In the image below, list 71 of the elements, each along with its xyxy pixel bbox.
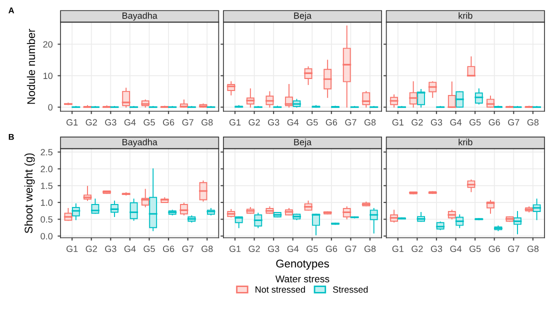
x-tick-label: G7 — [508, 246, 520, 252]
x-tick-label: G1 — [229, 246, 241, 252]
x-tick-label: G2 — [412, 246, 423, 252]
x-tick-label: G8 — [202, 119, 213, 126]
x-tick-label: G7 — [182, 119, 194, 126]
x-tick-label: G4 — [287, 246, 299, 252]
x-axis-title: Genotypes — [276, 260, 329, 270]
legend-label: Stressed — [333, 286, 368, 293]
x-tick-label: G6 — [488, 246, 500, 252]
legend-title: Water stress — [275, 276, 330, 282]
x-tick-label: G4 — [124, 119, 136, 126]
x-tick-label: G2 — [86, 246, 97, 252]
x-tick-label: G6 — [326, 119, 338, 126]
x-tick-label: G4 — [287, 119, 299, 126]
x-tick-label: G4 — [450, 119, 462, 126]
x-tick-label: G8 — [527, 246, 539, 252]
x-tick-label: G8 — [527, 119, 539, 126]
x-tick-label: G5 — [469, 246, 481, 252]
y-tick-label: 1.5 — [41, 182, 52, 190]
y-tick-label: 2.5 — [40, 149, 52, 156]
y-tick-label: 20 — [43, 41, 53, 48]
x-tick-label: G5 — [306, 119, 318, 126]
x-tick-label: G3 — [105, 119, 116, 126]
x-tick-label: G3 — [430, 119, 442, 126]
x-tick-label: G7 — [508, 119, 520, 126]
x-tick-label: G1 — [66, 246, 78, 252]
chart-title: krib — [458, 138, 472, 146]
x-tick-label: G2 — [248, 246, 260, 252]
x-tick-label: G1 — [229, 119, 241, 126]
y-axis-title: Shoot weight (g) — [24, 153, 35, 234]
x-tick-label: G7 — [345, 246, 356, 252]
x-tick-label: G1 — [66, 119, 78, 126]
chart-title: Bayadha — [122, 12, 158, 21]
x-tick-label: G2 — [412, 119, 423, 126]
x-tick-label: G8 — [202, 246, 213, 252]
x-tick-label: G5 — [306, 246, 318, 252]
x-tick-label: G6 — [326, 246, 338, 252]
x-tick-label: G2 — [86, 119, 97, 126]
x-tick-label: G6 — [162, 246, 174, 252]
x-tick-label: G6 — [162, 119, 174, 126]
x-tick-label: G4 — [124, 246, 136, 252]
chart-title: Beja — [294, 12, 312, 21]
y-tick-label: 0.0 — [40, 233, 53, 240]
x-tick-label: G5 — [144, 246, 155, 252]
y-tick-label: 0 — [48, 104, 53, 111]
x-tick-label: G6 — [488, 119, 500, 126]
y-tick-label: 1.0 — [41, 199, 53, 206]
chart-title: Bayadha — [122, 138, 158, 148]
x-tick-label: G8 — [364, 246, 376, 252]
y-tick-label: 0.5 — [40, 216, 52, 223]
x-tick-label: G3 — [105, 246, 116, 252]
x-tick-label: G8 — [364, 119, 376, 126]
x-tick-label: G7 — [182, 246, 194, 252]
y-tick-label: 10 — [44, 72, 53, 80]
text: B — [8, 134, 14, 140]
x-tick-label: G5 — [469, 119, 481, 126]
x-tick-label: G2 — [248, 119, 260, 126]
x-tick-label: G5 — [144, 119, 155, 126]
x-tick-label: G1 — [392, 246, 404, 252]
x-tick-label: G7 — [345, 119, 356, 126]
legend-label: Not stressed — [256, 286, 305, 293]
y-tick-label: 2.0 — [40, 166, 53, 172]
x-tick-label: G3 — [268, 246, 280, 252]
x-tick-label: G3 — [268, 119, 280, 126]
y-axis-title: Nodule number — [26, 28, 36, 104]
x-tick-label: G1 — [392, 119, 404, 126]
chart-title: Beja — [294, 138, 312, 148]
text: A — [8, 8, 14, 14]
chart-title: krib — [458, 12, 472, 19]
x-tick-label: G3 — [430, 246, 442, 252]
x-tick-label: G4 — [450, 246, 462, 252]
